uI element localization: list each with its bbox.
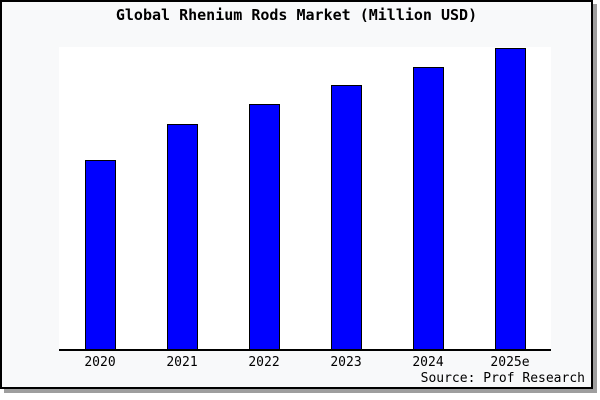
x-axis-labels: 2020 2021 2022 2023 2024 2025e	[59, 355, 551, 370]
bar-2020	[84, 160, 116, 349]
source-note: Source: Prof Research	[420, 371, 585, 386]
x-tick-label-2022: 2022	[248, 355, 280, 370]
bar-2023	[330, 85, 362, 349]
bar-2022	[248, 104, 280, 349]
x-tick-label-2021: 2021	[166, 355, 198, 370]
bar-slot-2023	[305, 47, 387, 349]
x-tick-label-2024: 2024	[412, 355, 444, 370]
bar-2021	[166, 124, 198, 349]
bar-slot-2022	[223, 47, 305, 349]
x-tick-label-2025e: 2025e	[490, 355, 530, 370]
x-tick-label-2023: 2023	[330, 355, 362, 370]
bar-slot-2020	[59, 47, 141, 349]
bar-2024	[412, 67, 444, 349]
bar-series	[59, 47, 551, 349]
x-tick-label-2020: 2020	[84, 355, 116, 370]
chart-title: Global Rhenium Rods Market (Million USD)	[115, 6, 478, 24]
plot-area	[59, 47, 551, 351]
bar-slot-2025e	[469, 47, 551, 349]
bar-slot-2021	[141, 47, 223, 349]
bar-2025e	[494, 48, 526, 349]
chart-frame: Global Rhenium Rods Market (Million USD)…	[0, 0, 593, 389]
bar-slot-2024	[387, 47, 469, 349]
